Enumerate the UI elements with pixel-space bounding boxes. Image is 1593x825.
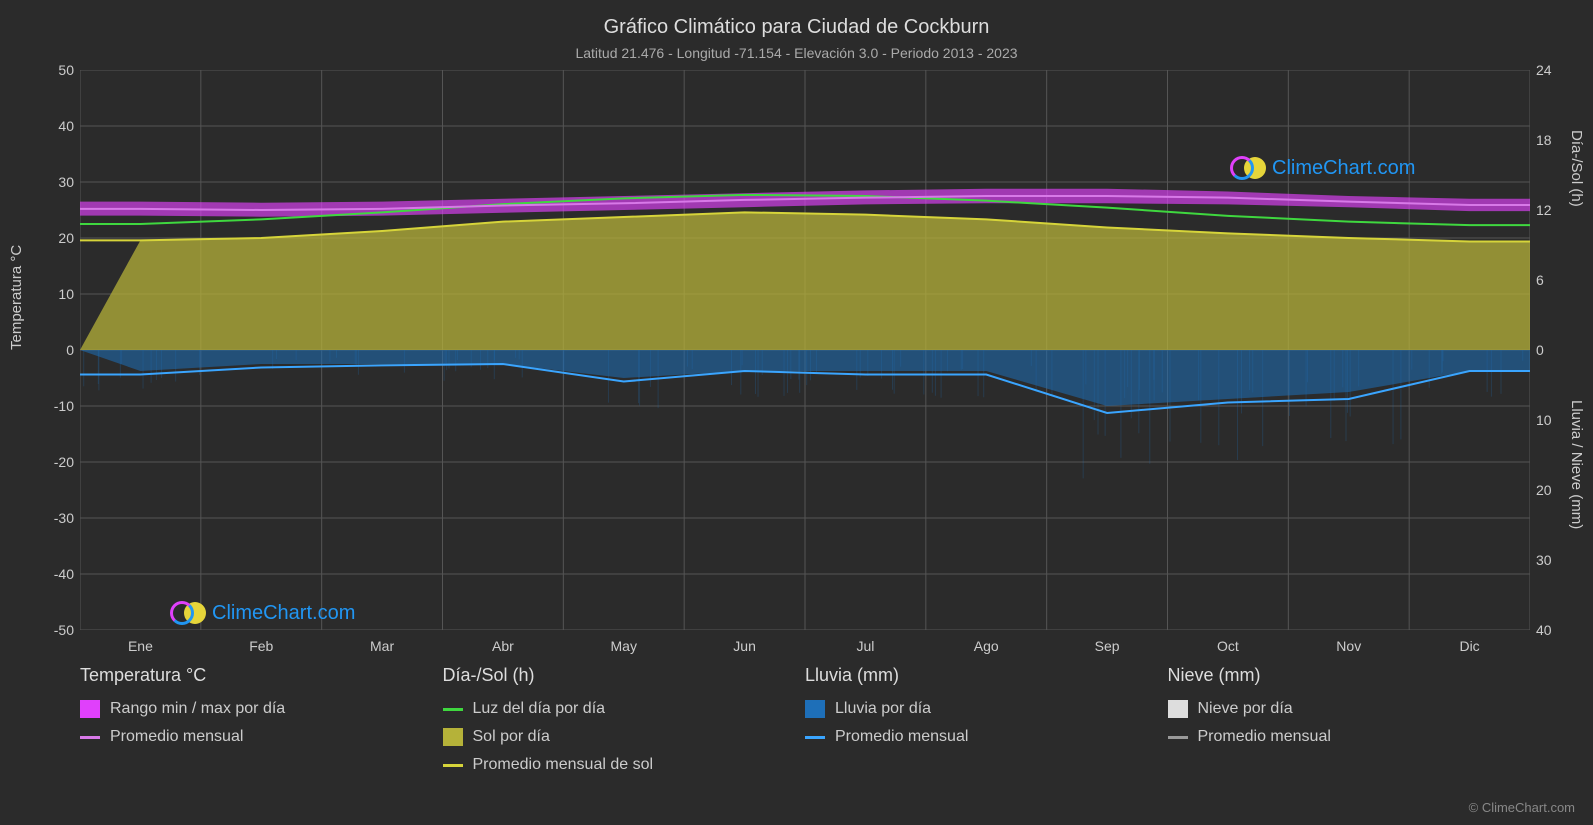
legend-label: Luz del día por día — [473, 700, 606, 718]
y-tick-left: 40 — [58, 118, 80, 134]
y-tick-right: 0 — [1530, 342, 1544, 358]
legend-swatch — [1168, 736, 1188, 739]
legend-swatch — [443, 764, 463, 767]
x-tick-month: May — [611, 630, 637, 654]
legend-label: Nieve por día — [1198, 700, 1293, 718]
y-axis-label-left: Temperatura °C — [8, 245, 25, 350]
chart-title: Gráfico Climático para Ciudad de Cockbur… — [0, 0, 1593, 39]
legend-header: Temperatura °C — [80, 665, 443, 686]
plot-area: -50-40-30-20-100102030405006121824102030… — [80, 70, 1530, 630]
legend-label: Sol por día — [473, 728, 550, 746]
x-tick-month: Nov — [1336, 630, 1361, 654]
plot-svg — [80, 70, 1530, 630]
legend-item: Rango min / max por día — [80, 700, 443, 718]
legend-item: Promedio mensual — [80, 728, 443, 746]
y-tick-right: 10 — [1530, 412, 1552, 428]
logo-icon — [1230, 155, 1266, 181]
y-tick-left: -20 — [54, 454, 80, 470]
legend-item: Promedio mensual — [805, 728, 1168, 746]
legend: Temperatura °C Rango min / max por día Pro… — [80, 665, 1530, 784]
legend-label: Promedio mensual de sol — [473, 756, 654, 774]
x-tick-month: Jun — [733, 630, 756, 654]
legend-label: Promedio mensual — [835, 728, 968, 746]
legend-column: Temperatura °C Rango min / max por día Pro… — [80, 665, 443, 784]
x-tick-month: Sep — [1095, 630, 1120, 654]
y-tick-left: 20 — [58, 230, 80, 246]
y-tick-left: 30 — [58, 174, 80, 190]
x-tick-month: Feb — [249, 630, 273, 654]
legend-label: Lluvia por día — [835, 700, 931, 718]
legend-label: Promedio mensual — [1198, 728, 1331, 746]
legend-swatch — [805, 736, 825, 739]
y-tick-right: 18 — [1530, 132, 1552, 148]
legend-swatch — [80, 736, 100, 739]
x-tick-month: Mar — [370, 630, 394, 654]
y-axis-label-right-top: Día-/Sol (h) — [1568, 130, 1585, 207]
x-tick-month: Dic — [1459, 630, 1479, 654]
legend-item: Promedio mensual de sol — [443, 756, 806, 774]
y-axis-label-right-bottom: Lluvia / Nieve (mm) — [1568, 400, 1585, 529]
y-tick-left: -40 — [54, 566, 80, 582]
y-tick-left: -50 — [54, 622, 80, 638]
legend-swatch — [1168, 700, 1188, 718]
legend-column: Lluvia (mm) Lluvia por día Promedio mensua… — [805, 665, 1168, 784]
watermark-bottom: ClimeChart.com — [170, 600, 355, 626]
legend-item: Promedio mensual — [1168, 728, 1531, 746]
legend-item: Sol por día — [443, 728, 806, 746]
legend-header: Nieve (mm) — [1168, 665, 1531, 686]
y-tick-right: 40 — [1530, 622, 1552, 638]
copyright: © ClimeChart.com — [1469, 800, 1575, 815]
watermark-top: ClimeChart.com — [1230, 155, 1415, 181]
climate-chart: Gráfico Climático para Ciudad de Cockbur… — [0, 0, 1593, 825]
legend-swatch — [443, 728, 463, 746]
legend-item: Nieve por día — [1168, 700, 1531, 718]
x-tick-month: Ago — [974, 630, 999, 654]
legend-column: Día-/Sol (h) Luz del día por día Sol por d… — [443, 665, 806, 784]
x-tick-month: Abr — [492, 630, 514, 654]
watermark-text-bottom: ClimeChart.com — [212, 602, 355, 625]
y-tick-left: 0 — [66, 342, 80, 358]
watermark-text-top: ClimeChart.com — [1272, 157, 1415, 180]
chart-subtitle: Latitud 21.476 - Longitud -71.154 - Elev… — [0, 39, 1593, 61]
legend-item: Luz del día por día — [443, 700, 806, 718]
legend-header: Lluvia (mm) — [805, 665, 1168, 686]
legend-header: Día-/Sol (h) — [443, 665, 806, 686]
x-tick-month: Jul — [856, 630, 874, 654]
y-tick-left: 50 — [58, 62, 80, 78]
x-tick-month: Oct — [1217, 630, 1239, 654]
y-tick-right: 6 — [1530, 272, 1544, 288]
y-tick-left: -10 — [54, 398, 80, 414]
logo-icon — [170, 600, 206, 626]
legend-swatch — [443, 708, 463, 711]
y-tick-right: 12 — [1530, 202, 1552, 218]
legend-label: Promedio mensual — [110, 728, 243, 746]
y-tick-right: 24 — [1530, 62, 1552, 78]
x-tick-month: Ene — [128, 630, 153, 654]
legend-swatch — [805, 700, 825, 718]
y-tick-right: 20 — [1530, 482, 1552, 498]
legend-swatch — [80, 700, 100, 718]
y-tick-right: 30 — [1530, 552, 1552, 568]
legend-column: Nieve (mm) Nieve por día Promedio mensual — [1168, 665, 1531, 784]
legend-item: Lluvia por día — [805, 700, 1168, 718]
y-tick-left: -30 — [54, 510, 80, 526]
y-tick-left: 10 — [58, 286, 80, 302]
legend-label: Rango min / max por día — [110, 700, 285, 718]
